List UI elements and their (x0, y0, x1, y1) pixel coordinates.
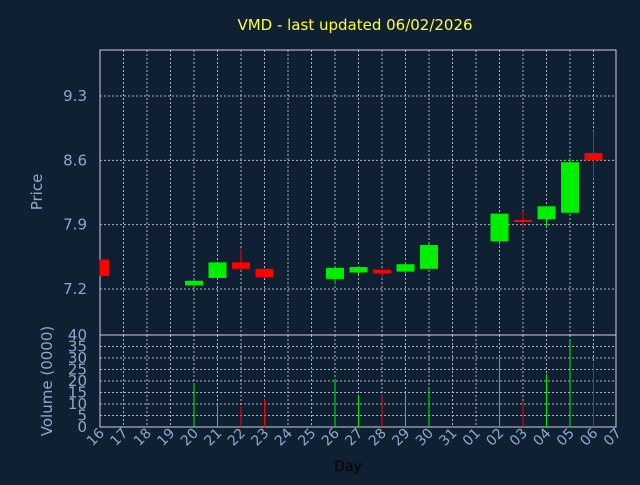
x-axis-label: Day (334, 459, 362, 475)
x-axis-ticks: 16 17 18 19 20 21 22 23 24 25 26 27 28 29 30 31 01 02 03 04… (84, 425, 625, 449)
price-plot-frame (99, 49, 617, 336)
price-y-tick-label: 8.6 (63, 151, 87, 169)
x-tick-label: 21 (201, 426, 225, 450)
candlestick-series (99, 130, 603, 290)
x-tick-label: 23 (248, 426, 272, 450)
candle-body (420, 244, 438, 269)
volume-y-tick-label: 0 (77, 418, 87, 436)
x-tick-label: 20 (178, 426, 202, 450)
candle-body (349, 266, 368, 273)
x-tick-label: 16 (84, 425, 108, 449)
price-y-ticks: 7.2 7.9 8.6 9.3 (63, 87, 87, 298)
x-tick-label: 22 (225, 426, 249, 450)
x-tick-label: 04 (530, 425, 554, 449)
volume-series (193, 339, 594, 427)
price-y-tick-label: 7.2 (63, 280, 87, 298)
candle-body (255, 268, 274, 278)
x-tick-label: 29 (389, 426, 413, 450)
volume-y-tick-label: 25 (68, 361, 87, 379)
candle-body (208, 262, 227, 278)
candle-body (396, 264, 415, 272)
x-tick-label: 24 (272, 425, 296, 449)
price-y-tick-label: 9.3 (63, 87, 87, 105)
x-tick-label: 05 (554, 426, 578, 450)
price-panel: 7.2 7.9 8.6 9.3 Price (28, 49, 617, 336)
x-tick-label: 03 (507, 426, 531, 450)
x-tick-label: 25 (295, 426, 319, 450)
volume-y-tick-label: 35 (68, 338, 87, 356)
candle-body (490, 213, 509, 242)
volume-y-tick-label: 40 (68, 326, 87, 344)
price-y-axis-label: Price (28, 174, 46, 211)
volume-y-tick-label: 10 (68, 395, 87, 413)
candle-body (373, 269, 391, 274)
x-tick-label: 30 (413, 426, 437, 450)
candle-body (100, 259, 109, 277)
x-tick-label: 17 (107, 426, 131, 450)
x-tick-label: 28 (366, 426, 390, 450)
x-tick-label: 26 (319, 425, 343, 449)
x-tick-label: 06 (577, 425, 601, 449)
x-tick-label: 19 (154, 426, 178, 450)
volume-y-tick-label: 30 (68, 349, 87, 367)
volume-y-tick-label: 15 (68, 384, 87, 402)
x-tick-label: 07 (601, 426, 625, 450)
x-tick-label: 01 (460, 426, 484, 450)
volume-y-tick-label: 20 (68, 372, 87, 390)
x-tick-label: 02 (483, 426, 507, 450)
volume-y-axis-label: Volume (0000) (38, 326, 56, 436)
candle-body (561, 162, 579, 213)
candle-body (584, 152, 603, 161)
price-y-tick-label: 7.9 (63, 216, 87, 234)
candle-body (185, 280, 203, 286)
candle-body (326, 267, 344, 279)
x-tick-label: 27 (342, 426, 366, 450)
price-gridlines (100, 50, 616, 335)
x-axis: 16 17 18 19 20 21 22 23 24 25 26 27 28 29 30 31 01 02 03 04… (84, 425, 625, 475)
candle-body (232, 262, 250, 269)
x-tick-label: 31 (436, 426, 460, 450)
x-tick-label: 18 (131, 426, 155, 450)
volume-y-tick-label: 5 (77, 407, 87, 425)
candle-body (537, 206, 556, 220)
chart-title: VMD - last updated 06/02/2026 (237, 16, 472, 34)
